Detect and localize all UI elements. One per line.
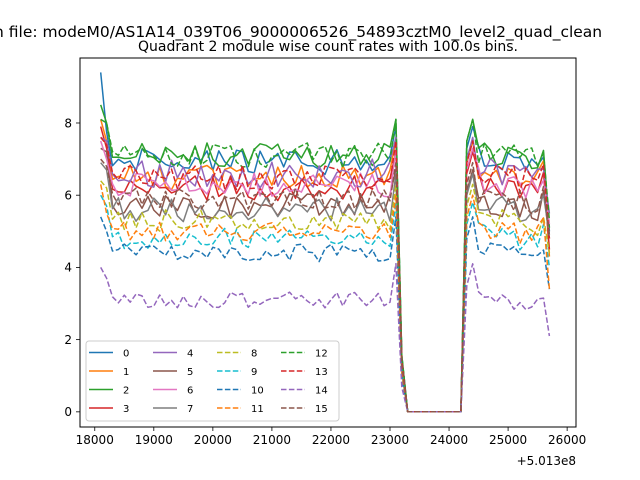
legend-label-1: 1: [123, 367, 129, 378]
y-tick-label: 8: [64, 116, 72, 130]
legend-label-12: 12: [315, 348, 328, 359]
legend-label-6: 6: [187, 385, 193, 396]
axis-ticks: 18000 19000 20000 21000 22000 23000 24000 25000…: [64, 116, 586, 447]
legend-label-8: 8: [251, 348, 257, 359]
chart-title: Quadrant 2 module wise count rates with …: [138, 39, 518, 55]
legend-label-4: 4: [187, 348, 193, 359]
x-tick-label: 21000: [253, 433, 291, 447]
x-tick-label: 20000: [194, 433, 232, 447]
series-line-14: [100, 263, 551, 413]
figure-suptitle: n file: modeM0/AS1A14_039T06_9000006526_…: [0, 23, 602, 42]
legend-label-5: 5: [187, 367, 193, 378]
series-line-10: [100, 216, 551, 413]
legend-label-10: 10: [251, 385, 264, 396]
legend-label-11: 11: [251, 404, 264, 415]
x-tick-label: 22000: [312, 433, 350, 447]
series-line-3: [99, 126, 551, 413]
x-tick-label: 19000: [135, 433, 173, 447]
series-line-12: [100, 118, 551, 413]
legend-label-2: 2: [123, 385, 129, 396]
series-line-11: [99, 184, 551, 413]
plot-area: [99, 72, 551, 413]
y-tick-label: 0: [64, 405, 72, 419]
x-offset-label: +5.013e8: [517, 454, 576, 468]
legend-label-3: 3: [123, 404, 129, 415]
x-tick-label: 24000: [430, 433, 468, 447]
x-tick-label: 25000: [489, 433, 527, 447]
x-tick-label: 18000: [76, 433, 114, 447]
series-line-8: [100, 180, 551, 413]
series-line-13: [100, 136, 551, 413]
legend-box: [85, 340, 340, 422]
x-tick-label: 23000: [371, 433, 409, 447]
y-tick-label: 2: [64, 333, 72, 347]
y-tick-label: 4: [64, 261, 72, 275]
series-line-15: [100, 158, 551, 413]
legend-label-7: 7: [187, 404, 193, 415]
legend-label-0: 0: [123, 348, 129, 359]
axes-frame: [79, 57, 577, 428]
legend-label-15: 15: [315, 404, 328, 415]
series-line-9: [100, 194, 551, 413]
x-tick-label: 26000: [548, 433, 586, 447]
legend-label-14: 14: [315, 385, 328, 396]
y-tick-label: 6: [64, 189, 72, 203]
legend-label-13: 13: [315, 367, 328, 378]
legend-label-9: 9: [251, 367, 257, 378]
